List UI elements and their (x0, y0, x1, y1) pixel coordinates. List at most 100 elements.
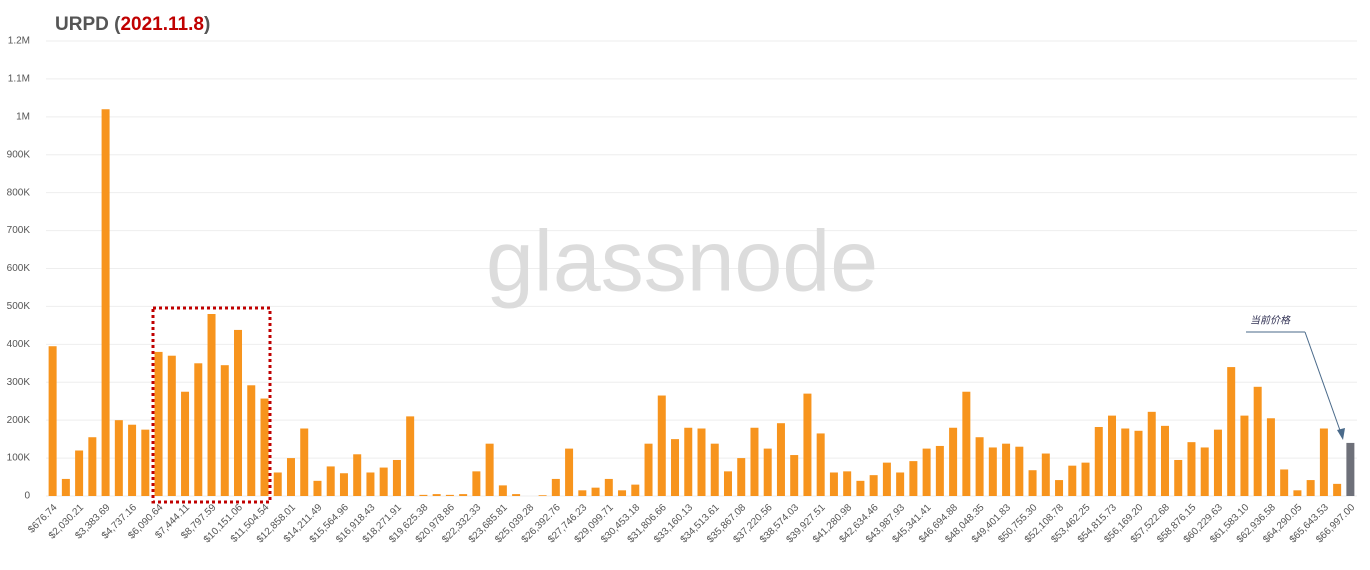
bar (551, 478, 560, 496)
bar (392, 459, 401, 496)
bar (763, 448, 772, 496)
bar (1319, 428, 1328, 496)
bar (591, 487, 600, 496)
bar (671, 439, 680, 496)
bar (1081, 462, 1090, 496)
bar (1306, 480, 1315, 496)
bar (1266, 418, 1275, 496)
bar (1187, 442, 1196, 496)
bar (1108, 415, 1117, 496)
bar (1280, 469, 1289, 496)
bar (101, 109, 110, 496)
bar (234, 329, 243, 496)
title-text: ) (204, 14, 210, 35)
bar (962, 391, 971, 496)
y-tick-label: 300K (7, 377, 31, 388)
bar (618, 490, 627, 496)
bar (538, 495, 547, 496)
bar (485, 443, 494, 496)
bar (1240, 415, 1249, 496)
bar (578, 490, 587, 496)
bar (737, 458, 746, 496)
bar (353, 454, 362, 496)
bar (498, 485, 507, 496)
bar (419, 494, 428, 496)
chart-title: URPD (2021.11.8) (55, 14, 210, 35)
bar (935, 445, 944, 496)
y-tick-label: 200K (7, 415, 31, 426)
bar (1200, 447, 1209, 496)
bar (1015, 446, 1024, 496)
bar (472, 471, 481, 496)
bar (710, 443, 719, 496)
bar (1346, 442, 1355, 496)
bar (988, 447, 997, 496)
bar (1068, 465, 1077, 496)
y-tick-label: 600K (7, 263, 31, 274)
bar (300, 428, 309, 496)
bar (1041, 453, 1050, 496)
bar (220, 365, 229, 496)
annotation: 当前价格 (1250, 315, 1291, 327)
bar (260, 398, 269, 496)
bar (286, 458, 295, 496)
bar (922, 448, 931, 496)
y-tick-label: 1M (16, 111, 30, 122)
bar (247, 385, 256, 496)
bar (1227, 367, 1236, 496)
bar (829, 472, 838, 496)
bar (657, 395, 666, 496)
bar (75, 450, 84, 496)
bar (949, 427, 958, 496)
watermark: glassnode (486, 214, 878, 310)
bar (48, 346, 57, 496)
title-date: 2021.11.8 (120, 14, 203, 35)
bar (1028, 470, 1037, 496)
bar (326, 466, 335, 496)
bar (141, 429, 150, 496)
bar (896, 472, 905, 496)
y-tick-label: 0 (24, 491, 30, 502)
y-tick-label: 500K (7, 301, 31, 312)
y-tick-label: 1.2M (8, 36, 30, 47)
bar (406, 416, 415, 496)
y-tick-label: 1.1M (8, 74, 30, 85)
y-tick-label: 800K (7, 187, 31, 198)
y-tick-label: 700K (7, 225, 31, 236)
bar (1333, 483, 1342, 496)
bar (697, 428, 706, 496)
y-tick-label: 100K (7, 453, 31, 464)
bar (339, 473, 348, 496)
bar (154, 351, 163, 496)
bar (803, 393, 812, 496)
bar (366, 472, 375, 496)
arrow-head (1337, 428, 1345, 440)
bar (843, 471, 852, 496)
highlight-box (151, 306, 272, 504)
bar (432, 494, 441, 496)
bar (1293, 490, 1302, 496)
bar (88, 437, 97, 496)
bar (684, 427, 693, 496)
bar (459, 494, 468, 496)
bar (194, 363, 203, 496)
annotation-arrow (1304, 331, 1343, 437)
bar (445, 494, 454, 496)
bar (750, 427, 759, 496)
bar (512, 494, 521, 496)
bar (181, 391, 190, 496)
bar (869, 475, 878, 496)
bar (1147, 411, 1156, 496)
bar (1253, 386, 1262, 496)
y-tick-label: 400K (7, 339, 31, 350)
bar (1213, 429, 1222, 496)
bar (1094, 426, 1103, 496)
bar (1160, 425, 1169, 496)
bar (313, 480, 322, 496)
bar (1002, 443, 1011, 496)
bar (776, 423, 785, 496)
bar (816, 433, 825, 496)
title-text: URPD ( (55, 14, 121, 35)
bar (1134, 430, 1143, 496)
bar (909, 461, 918, 496)
